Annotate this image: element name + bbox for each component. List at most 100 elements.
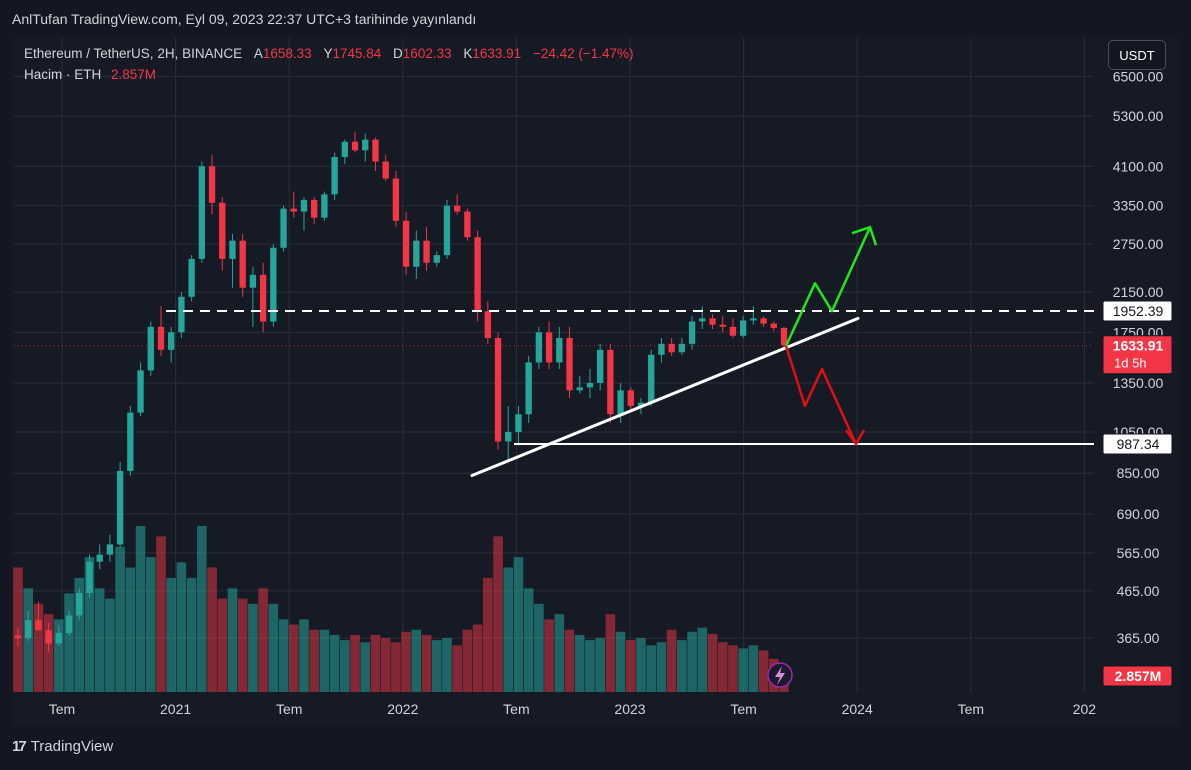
drawings[interactable] [470, 225, 878, 478]
candle-body [729, 326, 737, 336]
volume-bar [513, 557, 524, 692]
candle-body [259, 274, 267, 322]
volume-bar [401, 631, 411, 692]
y-tick-label: 365.00 [1117, 630, 1160, 646]
candle-body [229, 240, 236, 259]
open-value: 1658.33 [262, 46, 312, 61]
candle-body [750, 318, 757, 321]
y-tick-label: 1350.00 [1113, 375, 1164, 391]
volume-bar [462, 629, 473, 692]
symbol-label[interactable]: Ethereum / TetherUS, 2H, BINANCE [24, 46, 243, 61]
candle-body [627, 390, 634, 406]
y-tick-label: 690.00 [1117, 506, 1160, 522]
price-badge-label: 2.857M [1115, 668, 1162, 684]
volume-bar [125, 567, 136, 692]
volume-bar [646, 645, 657, 692]
candle-body [648, 354, 655, 403]
candle-body [96, 554, 103, 562]
price-badge-label: 1633.91 [1113, 338, 1164, 354]
y-tick-label: 2750.00 [1113, 236, 1164, 252]
x-tick-label: 202 [1073, 701, 1097, 717]
volume-bar [483, 577, 493, 692]
volume-bar [554, 614, 565, 692]
candle-body [402, 220, 410, 267]
volume-value: 2.857M [111, 67, 157, 82]
volume-bar [615, 631, 626, 692]
x-tick-label: 2024 [842, 701, 873, 717]
candle-body [607, 349, 614, 415]
x-tick-label: Tem [958, 701, 984, 717]
volume-bar [707, 633, 718, 692]
volume-label[interactable]: Hacim · ETH [24, 67, 102, 82]
volume-legend: Hacim · ETH 2.857M [24, 67, 156, 82]
candle-body [382, 161, 389, 179]
bolt-icon[interactable] [767, 662, 793, 688]
candles [14, 131, 788, 652]
candle-body [198, 166, 206, 259]
candle-body [55, 632, 63, 644]
candle-body [208, 166, 216, 203]
volume-bar [605, 614, 616, 692]
volume-bar [309, 629, 319, 692]
volume-bar [176, 562, 187, 692]
price-badge [1102, 335, 1173, 375]
volume-bar [145, 557, 156, 692]
price-badge-label: 1952.39 [1113, 303, 1164, 319]
price-badge-label: 987.34 [1117, 436, 1160, 452]
candle-body [86, 561, 93, 593]
time-axis[interactable]: Tem 2021 Tem 2022 Tem 2023 Tem 2024 Tem 202 [49, 701, 1097, 717]
candle-body [372, 139, 379, 162]
candle-body [331, 156, 338, 195]
volume-bar [687, 631, 697, 692]
volume-bar [748, 645, 759, 692]
candle-body [300, 199, 308, 212]
candle-body [147, 326, 154, 371]
candle-body [556, 338, 563, 363]
candle-body [392, 178, 400, 221]
candle-body [249, 274, 257, 288]
candle-body [576, 387, 583, 391]
volume-bar [74, 577, 85, 692]
candle-body [596, 349, 604, 383]
candle-body [219, 202, 226, 259]
candle-body [760, 318, 767, 324]
horizontal-levels[interactable] [14, 310, 1094, 445]
volume-bar [135, 526, 146, 692]
brand[interactable]: 17 TradingView [12, 738, 113, 755]
x-tick-label: 2022 [387, 701, 418, 717]
candle-body [188, 258, 195, 297]
close-value: 1633.91 [472, 46, 522, 61]
candle-body [423, 240, 430, 263]
volume-bar [319, 629, 330, 692]
candle-body [678, 343, 686, 353]
candle-body [137, 370, 144, 413]
candle-body [116, 470, 124, 545]
volume-bar [33, 603, 44, 692]
candle-body [14, 635, 22, 639]
volume-bar [360, 642, 371, 692]
candle-body [464, 211, 471, 238]
volume-bar [544, 619, 554, 692]
low-key: D [393, 46, 403, 61]
volume-bar [503, 567, 514, 692]
volume-bar [248, 603, 258, 692]
x-tick-label: 2021 [160, 701, 191, 717]
volume-bar [585, 640, 595, 692]
candle-body [525, 362, 532, 415]
change-value: −24.42 (−1.47%) [532, 46, 634, 61]
chart-area[interactable] [12, 36, 1180, 726]
currency-button[interactable]: USDT [1108, 40, 1166, 70]
volume-bar [472, 624, 483, 692]
candle-body [719, 324, 726, 327]
forecast-up-arrowhead [851, 225, 878, 246]
candle-body [106, 544, 114, 555]
candle-body [25, 620, 32, 639]
forecast-up-arrow [784, 226, 872, 347]
high-key: Y [323, 46, 333, 61]
candle-body [45, 630, 52, 644]
volume-bar [227, 588, 238, 692]
y-tick-label: 465.00 [1117, 583, 1160, 599]
candle-body [433, 255, 440, 263]
candle-body [178, 296, 185, 333]
